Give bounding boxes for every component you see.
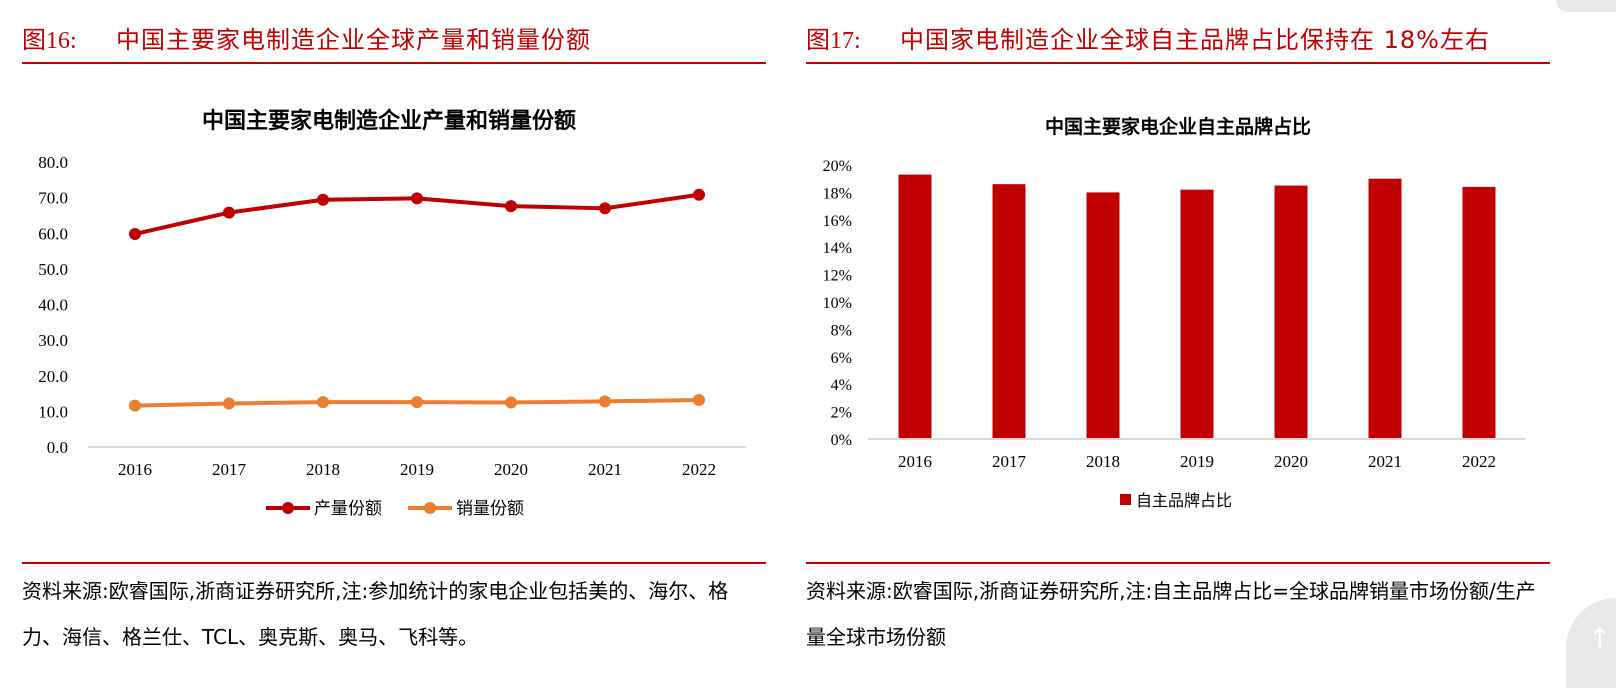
y-tick-label: 2%	[831, 405, 852, 422]
x-tick-label: 2019	[1180, 452, 1214, 471]
x-tick-label: 2022	[682, 460, 716, 479]
y-tick-label: 40.0	[38, 296, 68, 315]
y-tick-label: 14%	[823, 240, 852, 257]
corner-decoration	[1556, 0, 1616, 12]
back-to-top-button[interactable]: ↑	[1566, 598, 1616, 688]
data-point	[317, 396, 329, 409]
legend-label: 产量份额	[314, 499, 382, 519]
y-tick-label: 6%	[831, 350, 852, 367]
bar-chart: 中国主要家电企业自主品牌占比 0% 2% 4% 6% 8% 10% 12% 14% 16% 18% 2…	[823, 115, 1526, 510]
chart-title: 中国主要家电企业自主品牌占比	[1045, 115, 1311, 138]
figure-16-source-note: 资料来源:欧睿国际,浙商证券研究所,注:参加统计的家电企业包括美的、海尔、格力、…	[22, 579, 729, 649]
y-tick-label: 16%	[823, 213, 852, 230]
figure-16-number: 图16:	[22, 28, 77, 54]
x-tick-label: 2018	[1086, 452, 1120, 471]
figure-16-panel: 图16: 中国主要家电制造企业全球产量和销量份额 中国主要家电制造企业产量和销量…	[22, 0, 766, 688]
figure-17-header: 图17: 中国家电制造企业全球自主品牌占比保持在 18%左右	[806, 18, 1550, 64]
x-tick-label: 2018	[306, 460, 340, 479]
y-tick-label: 60.0	[38, 224, 68, 243]
figure-16-source-rule	[22, 562, 766, 564]
data-point	[505, 396, 517, 409]
data-point	[693, 188, 705, 201]
bar	[1180, 189, 1214, 439]
figure-16-header: 图16: 中国主要家电制造企业全球产量和销量份额	[22, 18, 766, 64]
y-tick-label: 20%	[823, 158, 852, 175]
legend-marker	[282, 502, 294, 514]
y-tick-label: 30.0	[38, 331, 68, 350]
y-tick-label: 4%	[831, 377, 852, 394]
bar	[1368, 178, 1402, 439]
figure-17-panel: 图17: 中国家电制造企业全球自主品牌占比保持在 18%左右 中国主要家电企业自…	[806, 0, 1550, 688]
bar	[1462, 186, 1496, 439]
y-tick-label: 70.0	[38, 189, 68, 208]
data-point	[411, 192, 423, 205]
y-tick-label: 10%	[823, 295, 852, 312]
figure-17-source-rule	[806, 562, 1550, 564]
x-tick-label: 2022	[1462, 452, 1496, 471]
y-tick-label: 80.0	[38, 153, 68, 172]
data-point	[317, 193, 329, 206]
data-point	[505, 200, 517, 213]
figure-17-title: 中国家电制造企业全球自主品牌占比保持在 18%左右	[900, 26, 1490, 54]
bar	[898, 174, 932, 439]
arrow-up-icon: ↑	[1588, 622, 1612, 655]
x-tick-label: 2017	[212, 460, 247, 479]
x-tick-label: 2020	[494, 460, 528, 479]
bar	[1086, 192, 1120, 439]
y-tick-label: 8%	[831, 322, 852, 339]
data-point	[129, 399, 141, 412]
figure-17-source-note: 资料来源:欧睿国际,浙商证券研究所,注:自主品牌占比=全球品牌销量市场份额/生产…	[806, 579, 1536, 649]
legend-swatch	[1120, 494, 1131, 505]
chart-title: 中国主要家电制造企业产量和销量份额	[202, 108, 576, 134]
x-tick-label: 2021	[1368, 452, 1402, 471]
x-tick-label: 2020	[1274, 452, 1308, 471]
x-tick-label: 2019	[400, 460, 434, 479]
x-tick-label: 2016	[898, 452, 932, 471]
line-chart: 中国主要家电制造企业产量和销量份额 0.0 10.0 20.0 30.0 40.0 50.0…	[38, 108, 746, 519]
data-point	[599, 395, 611, 408]
y-tick-label: 12%	[823, 268, 852, 285]
legend-label: 自主品牌占比	[1136, 491, 1232, 510]
y-tick-label: 20.0	[38, 367, 68, 386]
y-tick-label: 18%	[823, 185, 852, 202]
legend-marker	[424, 502, 436, 514]
y-tick-label: 10.0	[38, 402, 68, 421]
data-point	[223, 397, 235, 410]
figure-17-number: 图17:	[806, 28, 861, 54]
data-point	[129, 227, 141, 240]
data-point	[223, 206, 235, 219]
legend-label: 销量份额	[456, 499, 524, 519]
y-tick-label: 0.0	[47, 438, 68, 457]
x-tick-label: 2016	[118, 460, 152, 479]
y-tick-label: 50.0	[38, 260, 68, 279]
x-tick-label: 2021	[588, 460, 622, 479]
data-point	[411, 396, 423, 409]
bar	[992, 184, 1026, 439]
data-point	[599, 202, 611, 215]
x-tick-label: 2017	[992, 452, 1027, 471]
y-tick-label: 0%	[831, 432, 852, 449]
data-point	[693, 393, 705, 406]
bar	[1274, 185, 1308, 439]
figure-16-title: 中国主要家电制造企业全球产量和销量份额	[116, 26, 591, 54]
